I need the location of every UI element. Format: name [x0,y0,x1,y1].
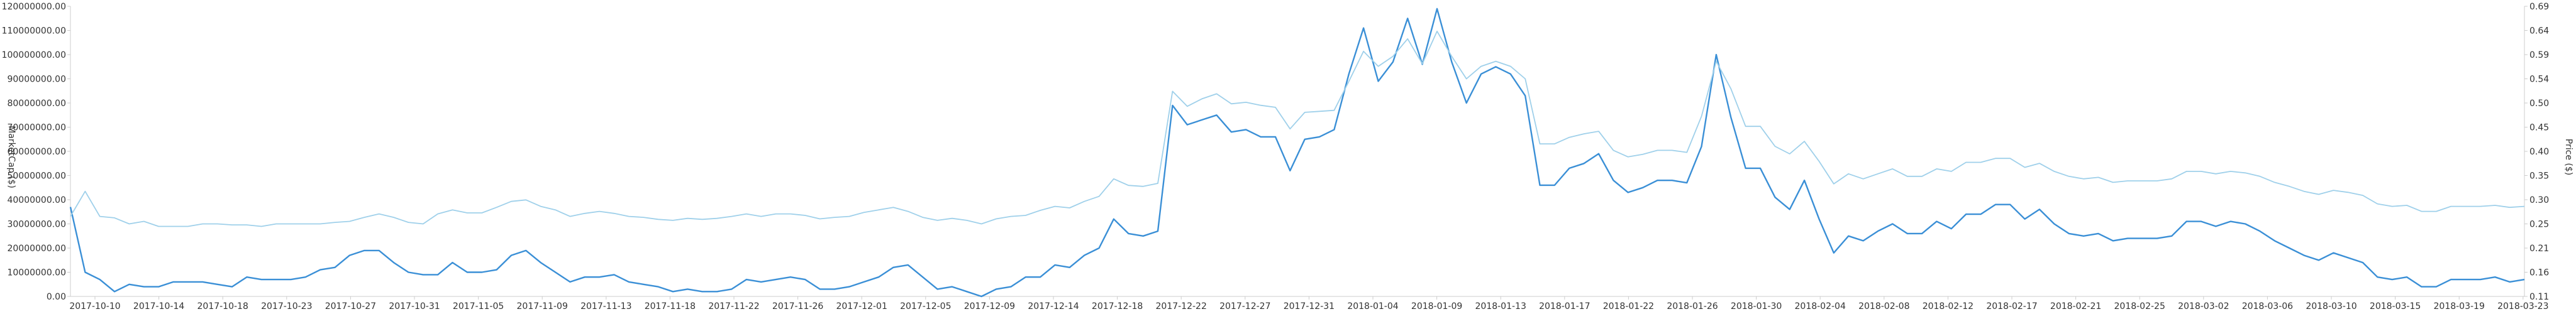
y-tick-label-right: 0.21 [2529,244,2549,254]
x-tick-label: 2018-01-30 [1731,301,1782,311]
x-tick-label: 2017-11-26 [772,301,823,311]
x-tick-label: 2018-03-23 [2497,301,2548,311]
x-tick-label: 2018-01-22 [1603,301,1654,311]
x-tick-label: 2018-01-17 [1539,301,1590,311]
x-tick-label: 2018-02-08 [1858,301,1909,311]
x-tick-label: 2017-10-14 [133,301,184,311]
y-tick-label-left: 10000000.00 [7,268,66,278]
y-tick-label-right: 0.54 [2529,75,2549,85]
x-tick-label: 2017-12-01 [836,301,887,311]
x-tick-label: 2017-10-23 [261,301,312,311]
series-lines [69,8,2525,298]
x-tick-label: 2018-03-10 [2306,301,2357,311]
y-axis-title-left: MarketCap ($) [6,126,16,188]
x-tick-label: 2018-03-06 [2242,301,2293,311]
y-tick-label-right: 0.69 [2529,2,2549,12]
x-tick-label: 2017-12-27 [1219,301,1270,311]
y-tick-label-left: 100000000.00 [2,50,66,60]
x-tick-label: 2018-03-19 [2434,301,2485,311]
y-tick-label-right: 0.45 [2529,123,2549,133]
x-tick-label: 2017-12-14 [1028,301,1079,311]
x-tick-label: 2017-11-13 [580,301,631,311]
y-tick-label-right: 0.30 [2529,195,2549,205]
y-tick-label-left: 40000000.00 [7,195,66,205]
x-tick-label: 2018-03-02 [2178,301,2229,311]
axes [67,6,2528,300]
y-tick-label-left: 90000000.00 [7,75,66,85]
x-tick-label: 2018-03-15 [2370,301,2421,311]
x-tick-label: 2017-10-10 [69,301,120,311]
x-tick-label: 2018-01-04 [1347,301,1398,311]
x-tick-label: 2018-02-12 [1923,301,1974,311]
price-series-line [70,30,2525,227]
y-tick-label-right: 0.35 [2529,171,2549,181]
y-tick-label-left: 30000000.00 [7,220,66,230]
y-tick-label-left: 60000000.00 [7,147,66,157]
x-tick-label: 2017-12-09 [964,301,1015,311]
x-tick-label: 2017-12-05 [900,301,951,311]
y-axis-title-right: Price ($) [2563,139,2573,175]
y-tick-label-left: 70000000.00 [7,123,66,133]
y-tick-label-left: 0.00 [47,292,66,302]
x-tick-label: 2018-02-25 [2114,301,2165,311]
x-tick-label: 2017-10-27 [325,301,376,311]
x-tick-label: 2018-01-26 [1667,301,1718,311]
x-tick-label: 2017-11-05 [453,301,504,311]
market-cap-series-line [69,8,2525,298]
y-tick-label-right: 0.40 [2529,147,2549,157]
y-tick-label-right: 0.25 [2529,220,2549,230]
y-tick-label-right: 0.11 [2529,292,2549,302]
x-tick-label: 2018-01-13 [1475,301,1526,311]
y-tick-label-left: 110000000.00 [2,26,66,36]
y-tick-label-right: 0.50 [2529,99,2549,109]
x-tick-label: 2017-10-31 [389,301,440,311]
x-tick-label: 2017-12-31 [1284,301,1335,311]
x-tick-label: 2017-12-22 [1156,301,1207,311]
y-tick-label-right: 0.16 [2529,268,2549,278]
y-tick-label-right: 0.59 [2529,50,2549,60]
x-tick-label: 2017-12-18 [1092,301,1143,311]
x-tick-label: 2017-11-18 [645,301,696,311]
y-tick-label-left: 120000000.00 [2,2,66,12]
x-tick-label: 2018-02-04 [1795,301,1846,311]
y-tick-label-left: 80000000.00 [7,99,66,109]
x-tick-label: 2017-11-09 [517,301,568,311]
x-tick-label: 2018-02-21 [2050,301,2101,311]
y-tick-label-left: 50000000.00 [7,171,66,181]
axis-labels: 0.00 10000000.00 20000000.00 30000000.00 400… [2,2,2550,311]
y-tick-label-right: 0.64 [2529,26,2549,36]
x-tick-label: 2018-01-09 [1411,301,1462,311]
x-tick-label: 2017-11-22 [708,301,759,311]
x-tick-label: 2017-10-18 [197,301,248,311]
y-tick-label-left: 20000000.00 [7,244,66,254]
x-tick-label: 2018-02-17 [1986,301,2037,311]
